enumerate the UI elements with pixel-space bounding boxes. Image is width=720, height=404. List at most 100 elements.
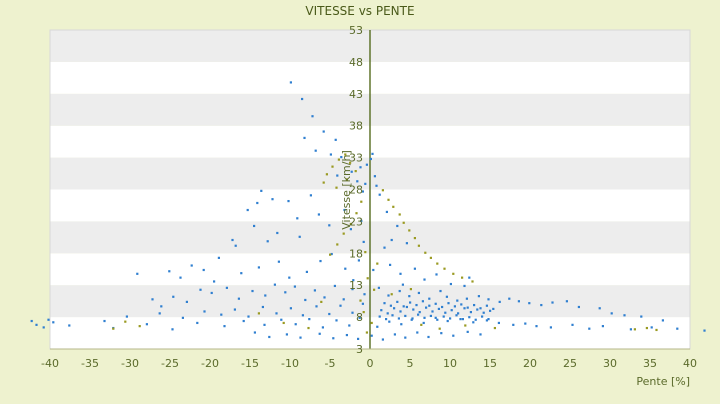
data-point xyxy=(351,311,354,314)
y-tick-label: 53 xyxy=(349,24,363,37)
data-point xyxy=(264,294,267,297)
data-point xyxy=(329,253,332,256)
data-point xyxy=(301,314,304,317)
data-point xyxy=(487,318,490,321)
data-point xyxy=(369,157,372,161)
data-point xyxy=(389,304,392,307)
data-point xyxy=(372,268,375,272)
data-point xyxy=(345,178,348,181)
data-point xyxy=(385,318,388,321)
data-point xyxy=(314,149,317,152)
data-point xyxy=(366,277,369,280)
data-point xyxy=(551,301,554,304)
data-point xyxy=(428,297,431,300)
data-point xyxy=(457,312,460,315)
data-point xyxy=(362,240,365,244)
data-point xyxy=(399,272,402,275)
data-point xyxy=(260,189,263,192)
data-point xyxy=(359,299,362,302)
data-point xyxy=(351,288,354,291)
data-point xyxy=(429,314,432,318)
data-point xyxy=(305,270,308,274)
data-point xyxy=(463,284,466,288)
data-point xyxy=(402,221,405,224)
data-point xyxy=(331,165,334,168)
data-point xyxy=(253,331,256,334)
data-point xyxy=(330,252,333,256)
data-point xyxy=(393,307,396,310)
data-point xyxy=(277,260,280,263)
data-point xyxy=(199,288,202,291)
data-point xyxy=(370,334,373,337)
data-point xyxy=(387,198,390,201)
data-point xyxy=(453,305,456,308)
data-point xyxy=(42,326,45,329)
data-point xyxy=(321,326,324,329)
data-point xyxy=(461,318,464,321)
data-point xyxy=(408,229,411,232)
y-tick-label: 13 xyxy=(349,279,363,292)
data-point xyxy=(285,333,288,336)
data-point xyxy=(422,321,425,325)
data-point xyxy=(357,259,360,262)
data-point xyxy=(333,284,336,288)
data-point xyxy=(383,246,386,249)
data-point xyxy=(185,300,188,303)
data-point xyxy=(380,309,383,312)
data-point xyxy=(411,317,414,320)
data-point xyxy=(378,315,381,318)
data-point xyxy=(640,315,643,318)
data-point xyxy=(528,302,531,305)
x-tick-label: -10 xyxy=(281,357,299,370)
data-point xyxy=(400,323,403,326)
data-point xyxy=(202,268,205,272)
data-point xyxy=(256,201,259,205)
data-point xyxy=(168,270,171,273)
data-point xyxy=(389,263,392,266)
data-point xyxy=(466,330,469,333)
data-point xyxy=(425,306,428,309)
data-point xyxy=(356,180,359,183)
data-point xyxy=(348,324,351,327)
data-point xyxy=(334,138,337,141)
data-point xyxy=(508,297,511,300)
data-point xyxy=(223,325,226,328)
data-point xyxy=(355,212,358,215)
data-point xyxy=(322,181,325,184)
data-point xyxy=(364,182,367,185)
data-point xyxy=(233,308,236,311)
data-point xyxy=(344,153,347,156)
data-point xyxy=(47,318,50,321)
data-point xyxy=(396,224,399,228)
data-point xyxy=(440,332,443,335)
data-point xyxy=(339,304,342,307)
data-point xyxy=(487,298,490,301)
data-point xyxy=(481,315,484,318)
data-point xyxy=(409,301,412,304)
data-point xyxy=(393,333,396,336)
data-point xyxy=(287,199,290,203)
y-tick-label: 23 xyxy=(349,215,363,228)
data-point xyxy=(318,332,321,335)
data-point xyxy=(418,310,421,314)
data-point xyxy=(452,272,455,275)
data-point xyxy=(455,314,458,317)
data-point xyxy=(474,318,477,321)
data-point xyxy=(549,326,552,329)
data-point xyxy=(342,232,345,235)
data-point xyxy=(565,300,568,303)
data-point xyxy=(375,184,378,187)
data-point xyxy=(479,307,482,310)
data-point xyxy=(268,335,271,339)
y-tick-label: 3 xyxy=(356,343,363,356)
data-point xyxy=(336,243,339,246)
data-point xyxy=(435,273,438,276)
data-point xyxy=(417,291,420,295)
data-point xyxy=(386,312,389,315)
data-point xyxy=(280,318,283,321)
data-point xyxy=(571,323,574,326)
data-point xyxy=(361,190,364,193)
data-point xyxy=(263,323,266,326)
data-point xyxy=(445,295,448,298)
